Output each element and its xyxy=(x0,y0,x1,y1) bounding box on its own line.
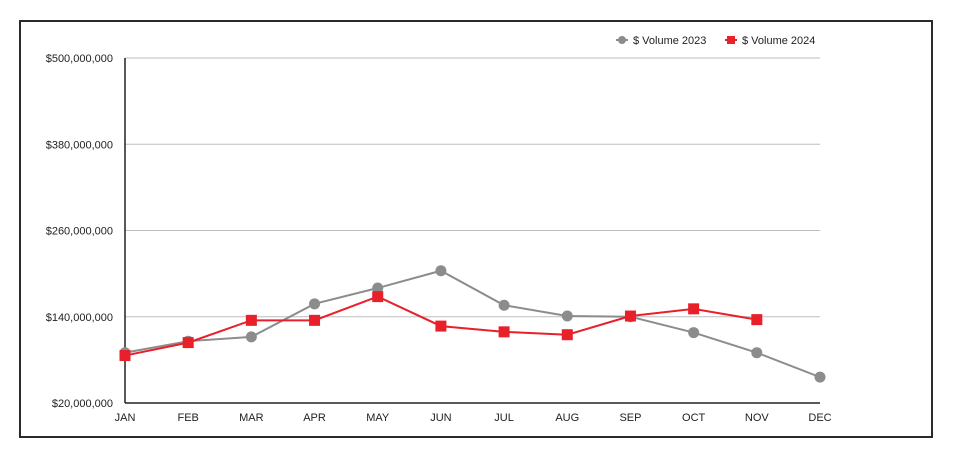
legend-label: $ Volume 2024 xyxy=(742,35,815,47)
data-point xyxy=(245,314,257,326)
y-tick-label: $260,000,000 xyxy=(46,226,113,238)
data-point xyxy=(561,310,573,322)
x-tick-label: JUL xyxy=(494,412,514,424)
x-tick-label: JUN xyxy=(430,412,451,424)
data-point xyxy=(435,265,447,277)
data-point xyxy=(245,331,257,343)
data-point xyxy=(498,299,510,311)
x-tick-label: FEB xyxy=(177,412,198,424)
data-point xyxy=(119,350,131,362)
y-tick-label: $380,000,000 xyxy=(46,139,113,151)
data-point xyxy=(372,282,384,294)
x-tick-label: SEP xyxy=(619,412,641,424)
data-point xyxy=(435,320,447,332)
data-point xyxy=(624,310,636,322)
x-tick-label: DEC xyxy=(808,412,831,424)
x-tick-label: NOV xyxy=(745,412,770,424)
x-tick-label: JAN xyxy=(115,412,136,424)
data-point xyxy=(751,314,763,326)
legend-marker xyxy=(727,36,735,44)
data-point xyxy=(182,337,194,349)
x-tick-label: MAR xyxy=(239,412,264,424)
data-point xyxy=(688,327,700,339)
data-point xyxy=(498,326,510,338)
x-tick-label: MAY xyxy=(366,412,390,424)
chart-frame xyxy=(19,20,933,438)
series-line-1 xyxy=(124,269,821,379)
data-point xyxy=(372,291,384,303)
data-point xyxy=(309,314,321,326)
x-tick-label: AUG xyxy=(555,412,579,424)
data-point xyxy=(309,298,321,310)
data-point xyxy=(688,303,700,315)
legend-marker xyxy=(618,36,626,44)
y-tick-label: $20,000,000 xyxy=(52,398,113,410)
data-point xyxy=(561,329,573,341)
y-tick-label: $500,000,000 xyxy=(46,53,113,65)
legend-label: $ Volume 2023 xyxy=(633,35,706,47)
x-tick-label: OCT xyxy=(682,412,706,424)
data-point xyxy=(814,371,826,383)
y-tick-label: $140,000,000 xyxy=(46,312,113,324)
data-point xyxy=(751,347,763,359)
x-tick-label: APR xyxy=(303,412,326,424)
